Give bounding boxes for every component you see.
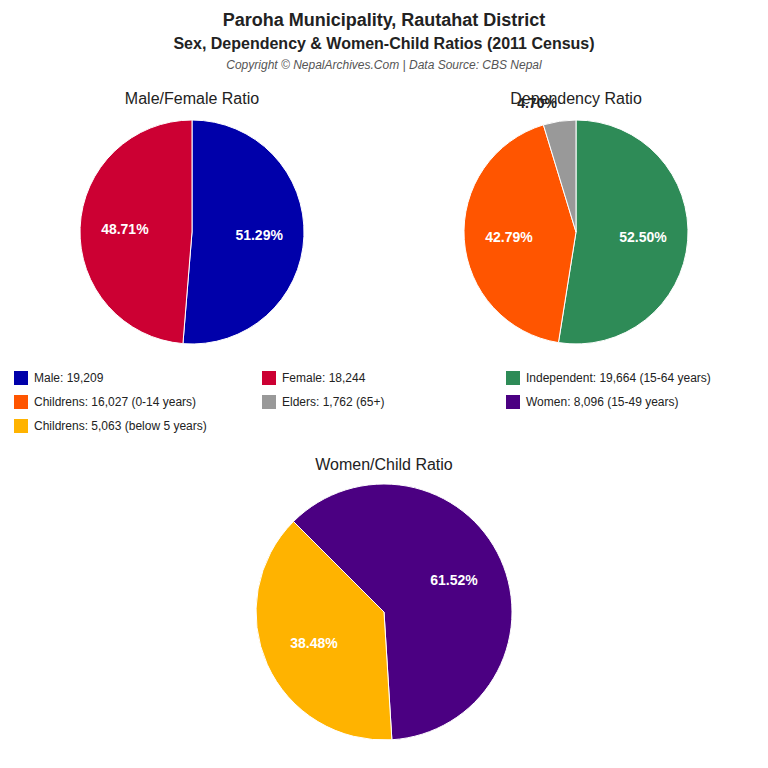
legend-item: Male: 19,209 [14,371,104,385]
legend-item: Women: 8,096 (15-49 years) [506,395,679,409]
legend-label: Male: 19,209 [34,371,104,385]
legend-swatch [262,395,276,409]
legend-label: Female: 18,244 [282,371,366,385]
legend-label: Women: 8,096 (15-49 years) [526,395,679,409]
legend-swatch [506,395,520,409]
legend-label: Elders: 1,762 (65+) [282,395,384,409]
data-label: 51.29% [235,227,283,243]
pie-slice [256,521,392,740]
pie-title: Women/Child Ratio [315,456,453,473]
data-label: 42.79% [485,229,533,245]
legend-swatch [506,371,520,385]
pie-slice [80,120,192,344]
pie-title: Male/Female Ratio [125,90,259,107]
data-label: 38.48% [290,635,338,651]
legend-item: Independent: 19,664 (15-64 years) [506,371,711,385]
legend-swatch [262,371,276,385]
pie-title: Dependency Ratio [510,90,642,107]
legend-item: Elders: 1,762 (65+) [262,395,384,409]
pie: 61.52% 38.48% [256,484,512,740]
legend-item: Childrens: 16,027 (0-14 years) [14,395,196,409]
legend-label: Childrens: 16,027 (0-14 years) [34,395,196,409]
pie-slice [558,120,688,344]
pie-slice [183,120,304,344]
legend-swatch [14,371,28,385]
subtitle: Sex, Dependency & Women-Child Ratios (20… [173,35,594,52]
pie: 52.50%42.79%4.70% [464,95,688,344]
legend-label: Childrens: 5,063 (below 5 years) [34,419,207,433]
legend-item: Female: 18,244 [262,371,366,385]
legend-swatch [14,419,28,433]
data-label: 48.71% [101,221,149,237]
legend: Male: 19,209 Female: 18,244 Independent: 1… [14,371,711,433]
title: Paroha Municipality, Rautahat District [223,10,546,30]
pie: 51.29% 48.71% [80,120,304,344]
chart: Paroha Municipality, Rautahat District Se… [0,0,768,768]
legend-label: Independent: 19,664 (15-64 years) [526,371,711,385]
data-label: 61.52% [430,572,478,588]
legend-item: Childrens: 5,063 (below 5 years) [14,419,207,433]
data-label: 52.50% [619,229,667,245]
annotation: Copyright © NepalArchives.Com | Data Sou… [226,58,542,72]
pie-slice [543,120,576,232]
legend-swatch [14,395,28,409]
